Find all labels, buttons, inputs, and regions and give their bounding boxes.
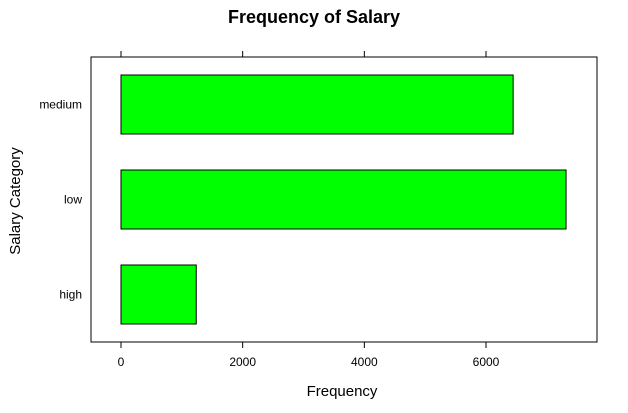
y-tick-label-low: low	[64, 193, 82, 207]
x-axis-label: Frequency	[307, 383, 378, 400]
y-tick-labels: high low medium	[39, 98, 82, 302]
y-axis-label: Salary Category	[7, 147, 24, 255]
x-tick-label-4000: 4000	[351, 355, 378, 369]
x-tick-label-6000: 6000	[473, 355, 500, 369]
y-tick-label-medium: medium	[39, 98, 82, 112]
ticks-group: 0 2000 4000 6000	[118, 51, 500, 369]
bars-group	[120, 74, 567, 325]
bar-medium	[120, 74, 514, 135]
x-tick-label-2000: 2000	[229, 355, 256, 369]
y-tick-label-high: high	[59, 288, 82, 302]
x-tick-label-0: 0	[118, 355, 125, 369]
bar-low	[120, 169, 567, 230]
bar-high	[120, 264, 197, 325]
plot-frame	[90, 56, 598, 343]
chart-title: Frequency of Salary	[228, 7, 400, 27]
